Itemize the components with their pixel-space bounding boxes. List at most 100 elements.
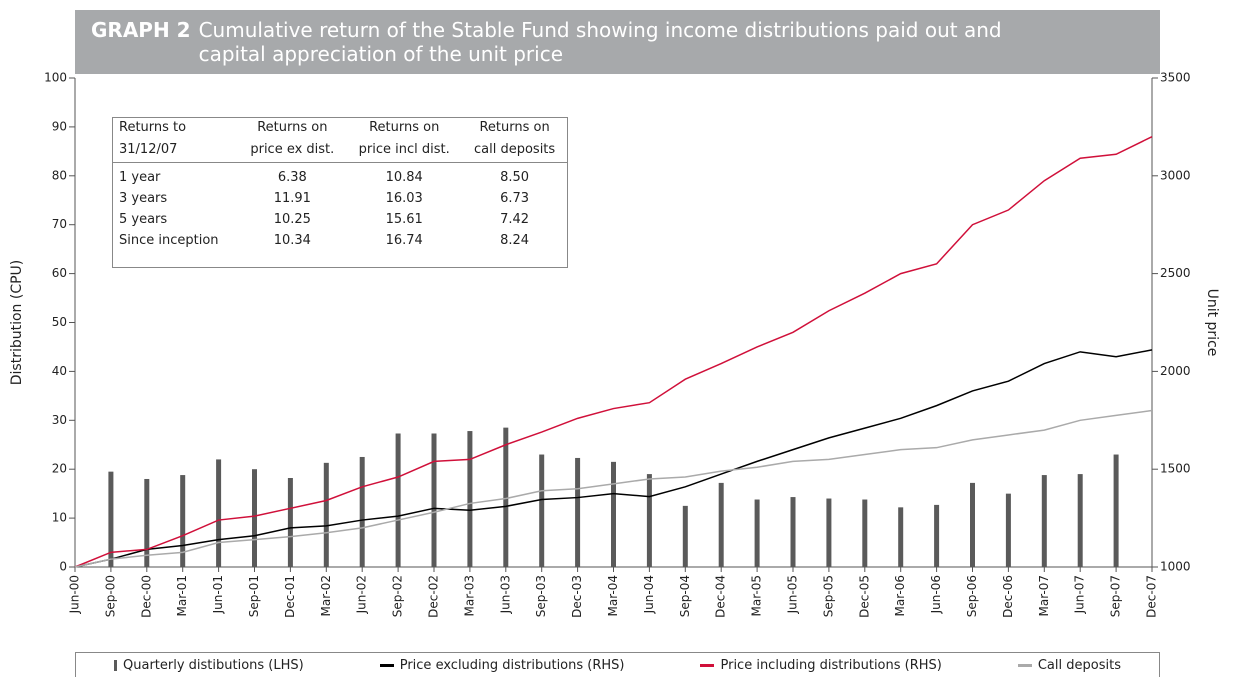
x-tick-label: Jun-01: [211, 575, 225, 614]
legend-label: Price excluding distributions (RHS): [399, 657, 625, 673]
y2-tick-label: 3500: [1160, 71, 1191, 85]
legend-item: Price excluding distributions (RHS): [379, 657, 625, 673]
table-cell: 10.34: [273, 233, 311, 248]
bar: [826, 498, 832, 567]
bar: [1041, 475, 1047, 567]
x-tick-label: Sep-00: [103, 575, 117, 617]
y-tick-label: 0: [59, 560, 67, 574]
y2-tick-label: 3000: [1160, 168, 1191, 182]
table-row: 5 years 10.25 15.61 7.42: [113, 209, 567, 230]
y2-axis-label: Unit price: [1204, 289, 1220, 357]
y-axis-label: Distribution (CPU): [9, 260, 25, 386]
bar: [359, 456, 365, 567]
table-header-cell: Returns to: [119, 120, 187, 135]
y2-tick-label: 1500: [1160, 462, 1191, 476]
table-cell: 7.42: [500, 212, 530, 227]
y-tick-label: 80: [52, 168, 67, 182]
table-header-cell: Returns on: [479, 120, 550, 135]
table-cell: 6.73: [500, 191, 530, 206]
returns-table: Returns to Returns on Returns on Returns on…: [112, 117, 568, 268]
table-cell: 10.25: [273, 212, 311, 227]
x-tick-label: Sep-07: [1109, 575, 1123, 617]
bar: [970, 482, 975, 567]
legend-item: Call deposits: [1017, 657, 1121, 673]
bar: [395, 433, 401, 567]
table-header-row: Returns to Returns on Returns on Returns on: [113, 118, 567, 140]
bar: [862, 499, 868, 567]
legend-label: Price including distributions (RHS): [720, 657, 942, 673]
x-tick-label: Jun-06: [929, 575, 943, 614]
table-cell: 16.74: [385, 233, 423, 248]
y2-tick-label: 2500: [1160, 266, 1191, 280]
y-tick-label: 70: [52, 217, 67, 231]
x-tick-label: Mar-01: [175, 575, 189, 616]
x-tick-label: Jun-02: [355, 575, 369, 614]
legend-swatch: [114, 659, 117, 671]
x-tick-label: Dec-01: [283, 575, 297, 618]
y-tick-label: 10: [52, 511, 67, 525]
table-row: 1 year 6.38 10.84 8.50: [113, 163, 567, 189]
chart-title: Cumulative return of the Stable Fund sho…: [198, 18, 1002, 66]
bar: [287, 478, 293, 567]
legend-item: Price including distributions (RHS): [700, 657, 942, 673]
table-cell: Since inception: [119, 233, 219, 248]
x-tick-label: Mar-04: [606, 575, 620, 616]
x-tick-label: Jun-07: [1073, 575, 1087, 614]
table-cell: 6.38: [277, 170, 307, 185]
bar: [754, 499, 760, 567]
table-cell: 8.24: [500, 233, 530, 248]
x-tick-label: Dec-00: [139, 575, 153, 618]
table-cell: 1 year: [119, 170, 161, 185]
table-cell: 15.61: [385, 212, 423, 227]
legend-label: Call deposits: [1037, 657, 1121, 673]
legend-swatch: [379, 663, 394, 667]
x-tick-label: Mar-07: [1037, 575, 1051, 616]
x-tick-label: Mar-06: [893, 575, 907, 616]
table-header-cell: Returns on: [257, 120, 328, 135]
table-header-cell: Returns on: [369, 120, 440, 135]
x-tick-label: Dec-02: [427, 575, 441, 618]
x-tick-label: Sep-02: [391, 575, 405, 617]
table-cell: 16.03: [385, 191, 423, 206]
x-tick-label: Dec-03: [570, 575, 584, 618]
x-tick-label: Dec-05: [857, 575, 871, 618]
bar: [1113, 454, 1119, 567]
bar: [646, 474, 652, 567]
bar: [503, 427, 509, 567]
bar: [431, 433, 437, 567]
legend: Quarterly distibutions (LHS) Price exclud…: [75, 652, 1160, 677]
table-cell: 8.50: [500, 170, 530, 185]
table-cell: 11.91: [273, 191, 311, 206]
table-row: 3 years 11.91 16.03 6.73: [113, 188, 567, 209]
table-cell: 3 years: [119, 191, 168, 206]
bar: [467, 431, 473, 567]
table-header-row: 31/12/07 price ex dist. price incl dist. ca…: [113, 140, 567, 163]
y-tick-label: 100: [44, 71, 67, 85]
bar: [682, 505, 688, 567]
x-tick-label: Sep-03: [534, 575, 548, 617]
y-tick-label: 50: [52, 315, 67, 329]
y-tick-label: 30: [52, 413, 67, 427]
y-tick-label: 90: [52, 119, 67, 133]
x-tick-label: Dec-04: [714, 575, 728, 618]
y-tick-label: 40: [52, 364, 67, 378]
y2-tick-label: 1000: [1160, 560, 1191, 574]
table-row: Since inception 10.34 16.74 8.24: [113, 230, 567, 251]
bar: [144, 478, 150, 567]
x-tick-label: Jun-05: [786, 575, 800, 614]
x-tick-label: Dec-06: [1001, 575, 1015, 618]
bar: [252, 469, 257, 567]
line: [74, 136, 1153, 568]
x-tick-label: Jun-03: [498, 575, 512, 614]
legend-swatch: [700, 663, 715, 667]
bar: [934, 504, 940, 567]
x-tick-label: Mar-02: [319, 575, 333, 616]
bar: [898, 507, 904, 567]
table-header-cell: call deposits: [462, 140, 567, 163]
table-header-cell: 31/12/07: [113, 140, 239, 163]
bar: [216, 459, 222, 567]
table-header-cell: price incl dist.: [346, 140, 463, 163]
x-tick-label: Jun-00: [68, 575, 82, 614]
